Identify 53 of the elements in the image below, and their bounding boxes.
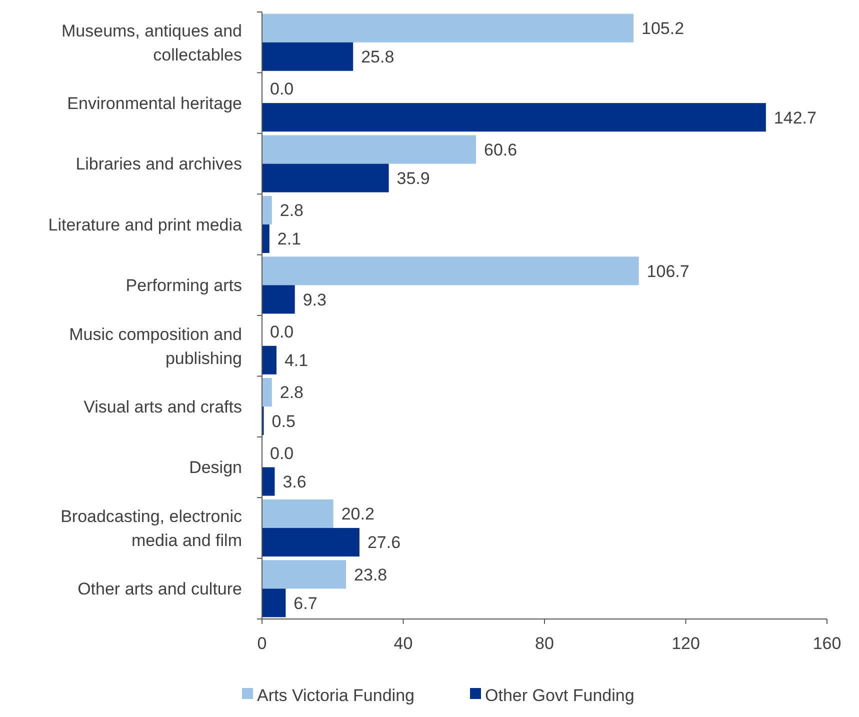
legend-label: Arts Victoria Funding: [257, 686, 414, 705]
bar: [262, 560, 346, 589]
bar: [262, 378, 272, 407]
bar: [262, 103, 766, 132]
y-tick-label: Broadcasting, electronic media and film: [60, 506, 242, 550]
data-label: 20.2: [341, 504, 374, 524]
x-tick-label: 160: [812, 634, 842, 653]
legend-label: Other Govt Funding: [485, 686, 634, 705]
bar: [262, 42, 354, 71]
y-tick-label: Libraries and archives: [76, 154, 242, 174]
data-label: 2.1: [277, 230, 302, 249]
y-tick-label: Visual arts and crafts: [84, 398, 242, 416]
y-tick-label: Music composition and publishing: [69, 324, 242, 368]
data-label: 0.0: [270, 80, 294, 99]
data-label: 4.1: [284, 351, 308, 370]
bar: [262, 588, 286, 618]
bar: [262, 285, 295, 314]
data-label: 142.7: [774, 108, 816, 128]
x-tick-label: 40: [394, 634, 413, 653]
bar: [262, 467, 275, 496]
data-label: 23.8: [354, 565, 388, 584]
bar: [262, 346, 276, 374]
data-label: 27.6: [367, 533, 401, 552]
bar: [262, 196, 272, 224]
bar: [262, 164, 389, 192]
x-tick-label: 120: [672, 634, 700, 653]
data-label: 9.3: [302, 290, 326, 310]
y-tick-label: Environmental heritage: [67, 94, 242, 113]
y-tick-label: Other arts and culture: [78, 580, 242, 599]
data-label: 6.7: [294, 594, 318, 613]
x-tick-label: 0: [257, 634, 267, 653]
bar: [262, 528, 360, 556]
bar: [262, 135, 476, 164]
data-label: 35.9: [396, 168, 430, 188]
data-label: 2.8: [280, 201, 304, 220]
data-label: 0.5: [272, 412, 296, 431]
data-label: 3.6: [282, 472, 306, 492]
bar: [262, 14, 634, 42]
data-label: 0.0: [270, 322, 294, 342]
data-label: 25.8: [361, 48, 394, 67]
bar: [262, 256, 639, 286]
bar: [262, 224, 270, 253]
y-tick-label: Literature and print media: [48, 215, 243, 234]
bar: [262, 499, 334, 528]
y-tick-label: Design: [189, 458, 242, 478]
y-tick-label: Museums, antiques and collectables: [62, 21, 242, 64]
data-label: 105.2: [641, 19, 684, 38]
data-label: 60.6: [484, 140, 518, 160]
x-tick-label: 80: [535, 634, 554, 653]
data-label: 0.0: [270, 444, 294, 463]
y-tick-label: Performing arts: [126, 276, 242, 296]
data-label: 106.7: [646, 262, 690, 281]
data-label: 2.8: [280, 383, 304, 402]
